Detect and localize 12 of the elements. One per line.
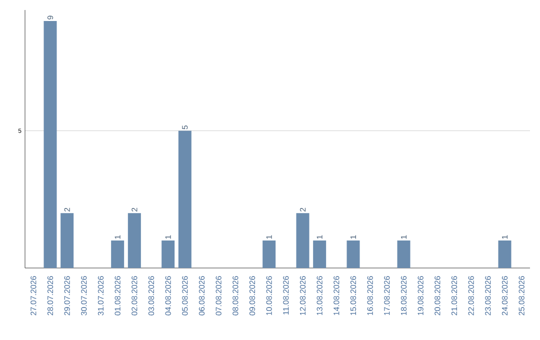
bar — [178, 130, 192, 268]
bar — [128, 213, 141, 268]
bar — [60, 213, 74, 268]
bar — [262, 240, 276, 268]
bar — [296, 213, 310, 268]
bar — [313, 240, 326, 268]
bar — [397, 240, 410, 268]
bar — [346, 240, 360, 268]
bar — [44, 20, 57, 268]
bar — [162, 240, 175, 268]
bar — [111, 240, 124, 268]
bar — [498, 240, 512, 268]
